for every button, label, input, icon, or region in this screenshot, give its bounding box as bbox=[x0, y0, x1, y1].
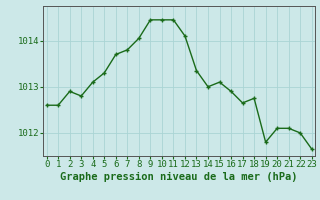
X-axis label: Graphe pression niveau de la mer (hPa): Graphe pression niveau de la mer (hPa) bbox=[60, 172, 298, 182]
